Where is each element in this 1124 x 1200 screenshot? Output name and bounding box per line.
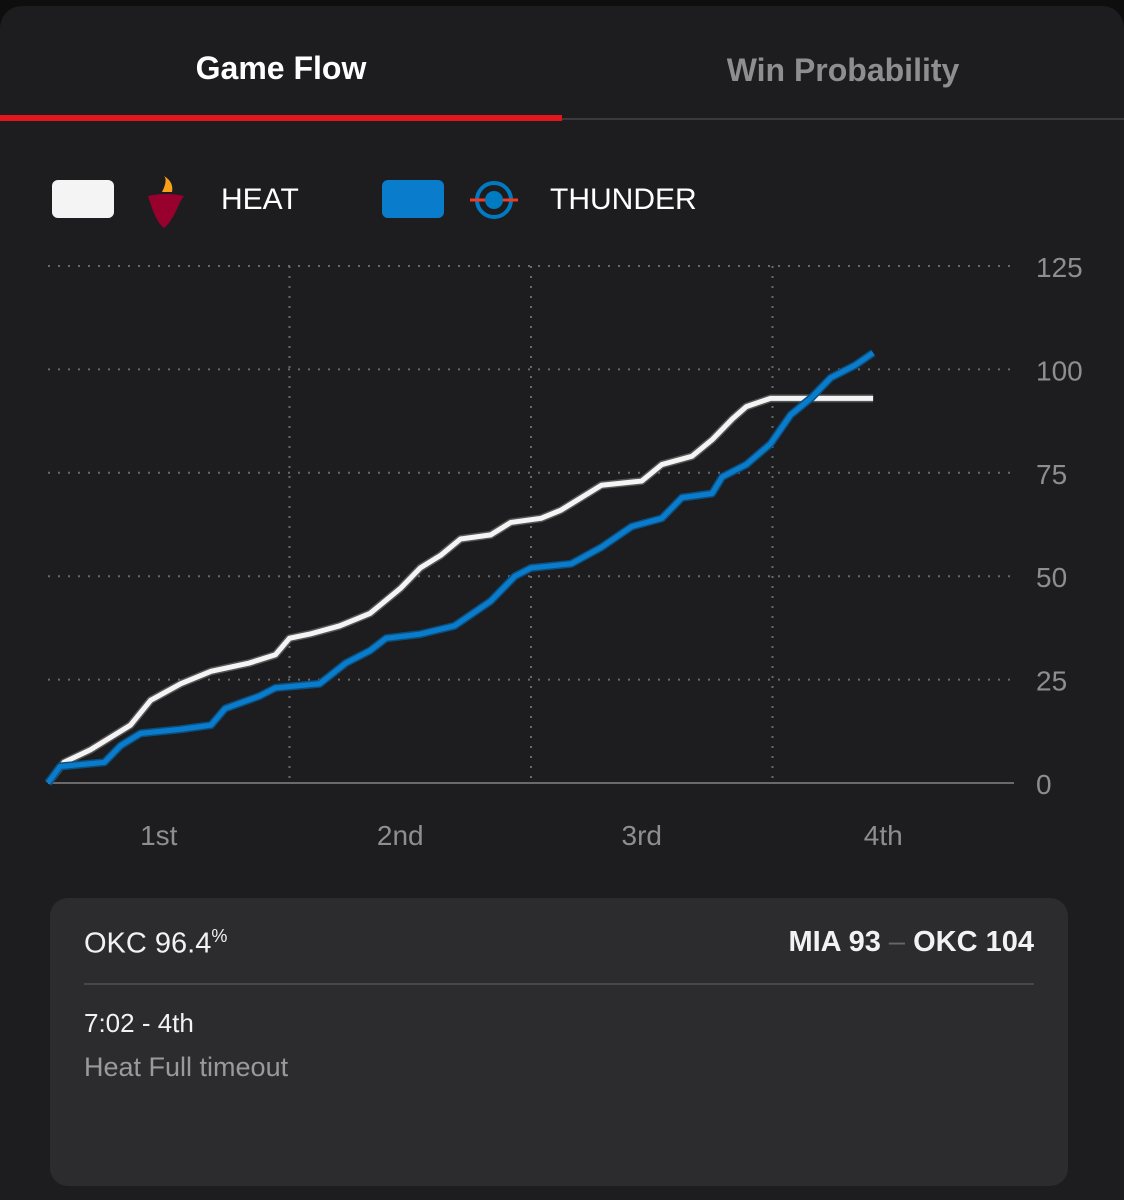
tab-indicator [0,115,562,121]
chart: 0 25 50 75 100 125 1st 2nd 3rd 4th HEAT THUNDER [44,176,1083,851]
info-card: OKC 96.4% MIA 93 – OKC 104 7:02 - 4th He… [50,898,1068,1186]
event: Heat Full timeout [84,1052,289,1082]
tab-divider [0,118,1124,120]
legend-swatch [52,180,114,218]
unit: % [211,926,228,946]
y-tick-label: 0 [1036,769,1052,800]
y-tick-label: 100 [1036,355,1083,386]
series-outline [44,349,876,786]
legend-label: HEAT [221,183,299,216]
heat-logo [148,176,184,228]
y-tick-label: 125 [1036,252,1083,283]
tab[interactable]: Game Flow [195,50,367,86]
legend-label: THUNDER [550,183,697,216]
y-tick-label: 25 [1036,666,1067,697]
score-left: MIA 93 [788,926,881,958]
probability: 96.4 [154,927,212,960]
tab[interactable]: Win Probability [726,52,960,88]
card-divider [84,983,1034,985]
win-probability: OKC 96.4% [84,926,227,961]
y-tick-label: 75 [1036,459,1067,490]
team: OKC [84,927,147,960]
series-outline [44,394,874,786]
x-tick-label: 1st [140,820,178,851]
score-right: OKC 104 [913,926,1034,958]
legend-swatch [382,180,444,218]
x-tick-label: 2nd [377,820,424,851]
x-tick-label: 3rd [622,820,662,851]
dash: – [888,926,906,958]
series-line [46,395,874,785]
score: MIA 93 – OKC 104 [788,926,1034,959]
time: 7:02 - 4th [84,1008,194,1038]
x-tick-label: 4th [864,820,903,851]
series-line [45,350,875,785]
thunder-logo [470,181,518,219]
y-tick-label: 50 [1036,562,1067,593]
